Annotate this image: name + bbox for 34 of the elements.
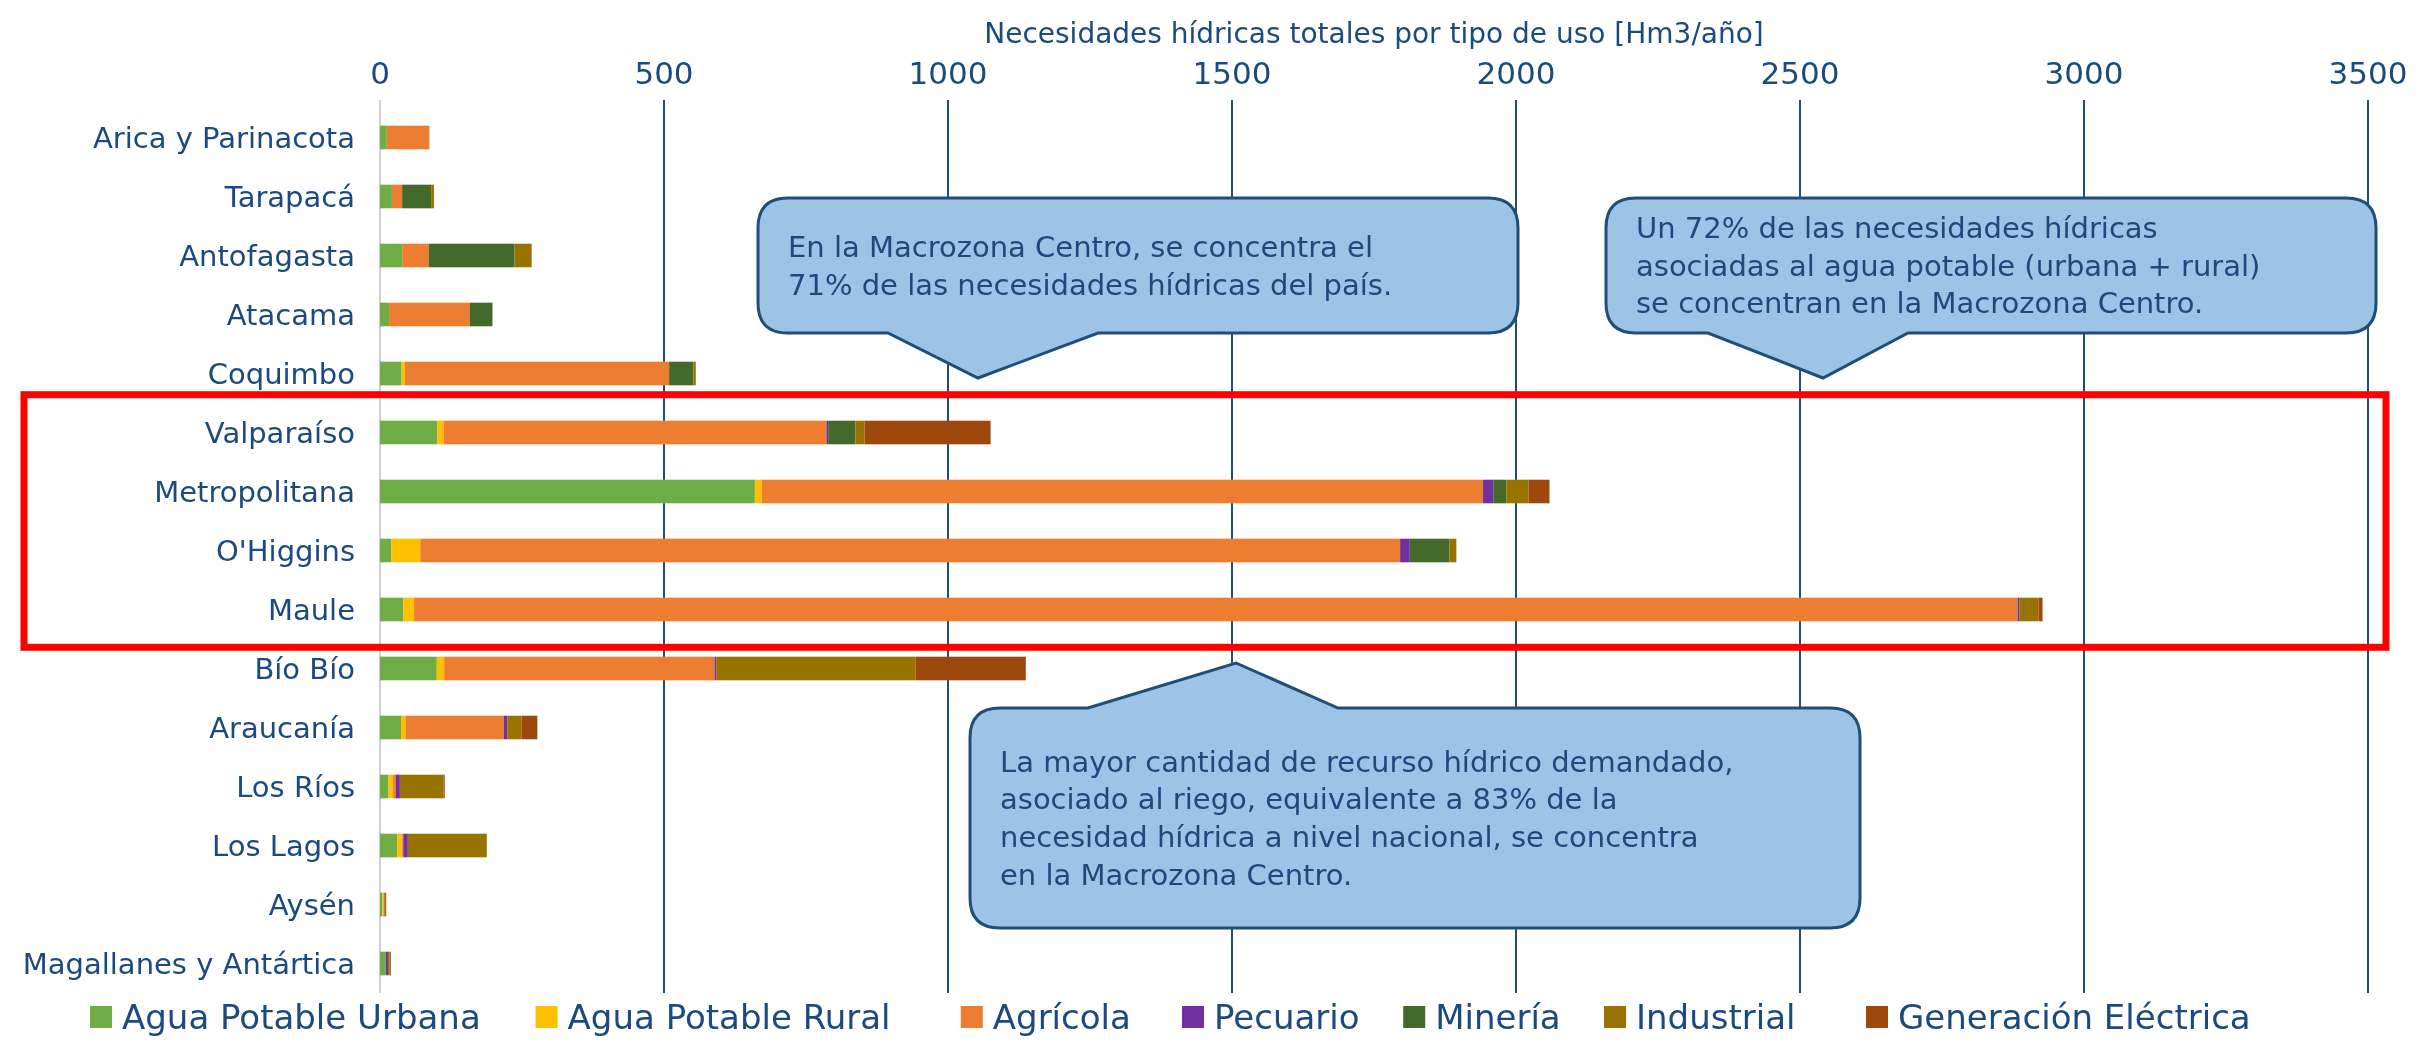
y-tick-label: Los Lagos (212, 828, 355, 863)
legend-label: Industrial (1636, 996, 1796, 1037)
x-tick-label: 500 (634, 55, 694, 91)
y-tick-label: Valparaíso (204, 415, 355, 450)
legend-label: Agua Potable Rural (567, 996, 891, 1037)
y-tick-label: Atacama (226, 297, 355, 332)
y-tick-label: Aysén (268, 887, 355, 922)
y-tick-label: Arica y Parinacota (92, 120, 355, 155)
legend-label: Generación Eléctrica (1898, 996, 2251, 1037)
x-tick-label: 3500 (2328, 55, 2408, 91)
annotation: En la Macrozona Centro, se concentra el 71% de las necesidades hídricas del país. (788, 229, 1393, 302)
y-tick-label: Antofagasta (179, 238, 355, 273)
x-tick-label: 2000 (1476, 55, 1556, 91)
y-tick-label: Magallanes y Antártica (22, 946, 355, 981)
y-tick-label: Araucanía (209, 710, 355, 745)
y-tick-label: Tarapacá (223, 179, 355, 214)
x-tick-label: 0 (370, 55, 390, 91)
x-tick-label: 2500 (1760, 55, 1840, 91)
legend-label: Minería (1435, 996, 1561, 1037)
x-tick-label: 3000 (2044, 55, 2124, 91)
x-tick-label: 1500 (1192, 55, 1272, 91)
y-tick-label: Coquimbo (207, 356, 355, 391)
x-tick-label: 1000 (908, 55, 988, 91)
y-tick-label: Metropolitana (154, 474, 355, 509)
y-tick-label: Bío Bío (254, 651, 355, 686)
y-tick-label: Maule (267, 592, 355, 627)
x-axis-title: Necesidades hídricas totales por tipo de uso [Hm3/año] (984, 17, 1764, 50)
legend-label: Agua Potable Urbana (122, 996, 481, 1037)
legend-label: Pecuario (1214, 996, 1360, 1037)
legend-label: Agrícola (992, 996, 1131, 1037)
annotation: Un 72% de las necesidades hídricas asociadas al agua potable (urbana + rural) se concentran en la Macrozona Centro. (1636, 210, 2261, 321)
y-tick-label: Los Ríos (236, 769, 355, 804)
annotation: La mayor cantidad de recurso hídrico demandado, asociado al riego, equivalente a 83% de la necesidad hídrica a nivel nacional, se concentra en la Macrozona Centro. (1000, 744, 1734, 892)
y-tick-label: O'Higgins (215, 533, 355, 568)
